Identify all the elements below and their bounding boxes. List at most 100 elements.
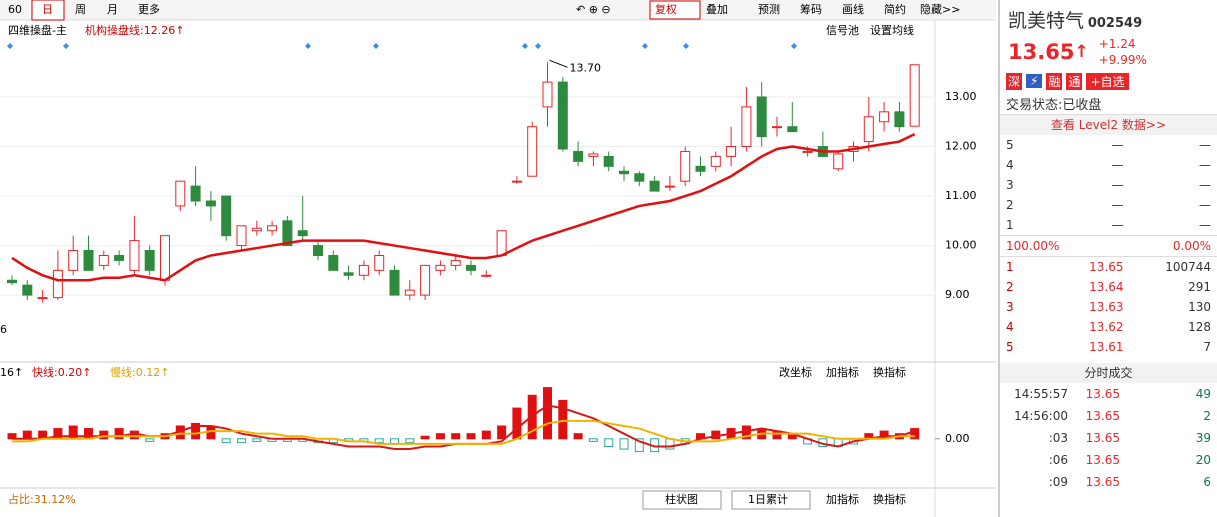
select[interactable]	[642, 490, 722, 510]
candle-body	[251, 227, 262, 232]
button[interactable]: 简约	[884, 2, 906, 16]
candle-body	[129, 240, 140, 271]
tab[interactable]: 更多	[138, 2, 160, 16]
price: 13.65	[1085, 453, 1120, 467]
button[interactable]: 叠加	[706, 3, 728, 16]
time: :09	[1048, 475, 1068, 489]
select-label[interactable]: 1日累计	[748, 493, 788, 506]
bid-price: 13.65	[1089, 260, 1124, 274]
macd-bar	[22, 430, 32, 440]
tab[interactable]: 月	[107, 3, 118, 16]
active-tab[interactable]	[31, 0, 65, 21]
macd-bar	[374, 438, 384, 444]
button[interactable]: 换指标	[873, 492, 906, 506]
candle-body	[22, 284, 33, 296]
button[interactable]: 预测	[758, 3, 780, 16]
candle-body	[328, 254, 339, 271]
y-tick-label: 10.00	[945, 239, 977, 252]
status: 交易状态:已收盘	[1000, 92, 1217, 115]
candle-body	[37, 297, 48, 300]
bid-price: —	[1111, 198, 1124, 212]
badge[interactable]: 融	[1046, 72, 1063, 90]
tab[interactable]: 60	[8, 3, 22, 16]
y-tick-label: 9.00	[945, 288, 970, 301]
macd-bar	[252, 438, 262, 442]
annotation-arrow	[549, 59, 568, 68]
candle-body	[52, 269, 63, 299]
volume: —	[1199, 218, 1211, 232]
button[interactable]: 复权	[655, 2, 677, 16]
select[interactable]	[731, 490, 811, 510]
trades: 14:55:57 13.65 49 14:56:00 13.65 2:03 13.65 39:…	[1000, 383, 1217, 493]
button[interactable]: 画线	[842, 2, 864, 16]
button[interactable]: 筹码	[800, 2, 822, 16]
button[interactable]: 加指标	[826, 492, 859, 506]
candle-body	[603, 155, 614, 167]
y-tick-label: 11.00	[945, 189, 977, 202]
volume: —	[1199, 178, 1211, 192]
button[interactable]: 加指标	[826, 365, 859, 379]
badge[interactable]: 深	[1006, 72, 1023, 90]
ratio-row: 100.00% 0.00%	[1000, 235, 1217, 257]
level2-link[interactable]: 查看 Level2 数据>>	[1000, 115, 1217, 135]
bid-price: —	[1111, 158, 1124, 172]
candle-body	[588, 153, 599, 157]
signal-markers	[7, 43, 797, 49]
button[interactable]: 设置均线	[870, 23, 914, 37]
watch-button[interactable]: +自选	[1086, 72, 1129, 90]
ratio: 占比:31.12%	[8, 492, 76, 506]
quote-panel: 凯美特气 002549 13.65 ↑ +1.24 +9.99% 深 ⚡ 融 通 +…	[998, 0, 1217, 517]
icon[interactable]: ↶ ⊕ ⊖	[576, 3, 611, 16]
book-row: 3 — —	[1000, 175, 1217, 195]
candle-body	[420, 264, 431, 296]
candle-body	[114, 254, 125, 261]
macd-bar	[99, 430, 109, 440]
bid-price: 13.61	[1089, 340, 1124, 354]
ratio-left: 100.00%	[1006, 239, 1060, 253]
tab[interactable]: 日	[42, 3, 53, 16]
button[interactable]: 换指标	[873, 365, 906, 379]
bid-price: 13.64	[1089, 280, 1124, 294]
button[interactable]: 隐藏>>	[920, 3, 960, 16]
indicator[interactable]: 四维操盘-主	[8, 23, 67, 37]
button[interactable]: 信号池	[826, 24, 859, 37]
trade-row: :03 13.65 39	[1000, 427, 1217, 449]
time: 14:56:00	[1014, 409, 1068, 423]
select-label[interactable]: 柱状图	[665, 492, 698, 506]
macd-bar	[221, 438, 231, 444]
button-frame	[649, 0, 701, 20]
book-row: 4 13.62 128	[1000, 317, 1217, 337]
book-row: 5 13.61 7	[1000, 337, 1217, 357]
candle-body	[557, 81, 568, 150]
level: 3	[1006, 178, 1014, 192]
change: +1.24 +9.99%	[1099, 36, 1147, 68]
volume: 100744	[1165, 260, 1211, 274]
macd-bar	[543, 387, 552, 440]
candle-body	[542, 81, 553, 108]
volume: 291	[1188, 280, 1211, 294]
bid-price: 13.62	[1089, 320, 1124, 334]
macd-bar	[604, 438, 614, 447]
macd-bar	[588, 438, 598, 442]
macd-bar	[191, 422, 201, 440]
candle-body	[664, 185, 675, 188]
level: 5	[1006, 340, 1014, 354]
macd-bar	[451, 433, 461, 440]
candle-body	[710, 155, 721, 167]
button[interactable]: 改坐标	[779, 365, 812, 379]
candle-body	[205, 200, 216, 207]
candle-body	[802, 150, 813, 153]
badge[interactable]: ⚡	[1026, 74, 1043, 88]
badge[interactable]: 通	[1066, 72, 1083, 90]
volume: —	[1199, 158, 1211, 172]
candle-body	[450, 259, 461, 266]
time: 14:55:57	[1014, 387, 1068, 401]
cut-text: 16↑	[0, 366, 23, 379]
candle-body	[863, 116, 874, 143]
trade-row: :09 13.65 6	[1000, 471, 1217, 493]
buy-book: 1 13.65 100744 2 13.64 291 3 13.63 130 4 13.62 128 5…	[1000, 257, 1217, 357]
tab[interactable]: 周	[75, 3, 86, 16]
price-row: 13.65 ↑ +1.24 +9.99%	[1000, 34, 1217, 70]
line-label: 机构操盘线:12.26↑	[85, 23, 184, 37]
bid-price: —	[1111, 218, 1124, 232]
